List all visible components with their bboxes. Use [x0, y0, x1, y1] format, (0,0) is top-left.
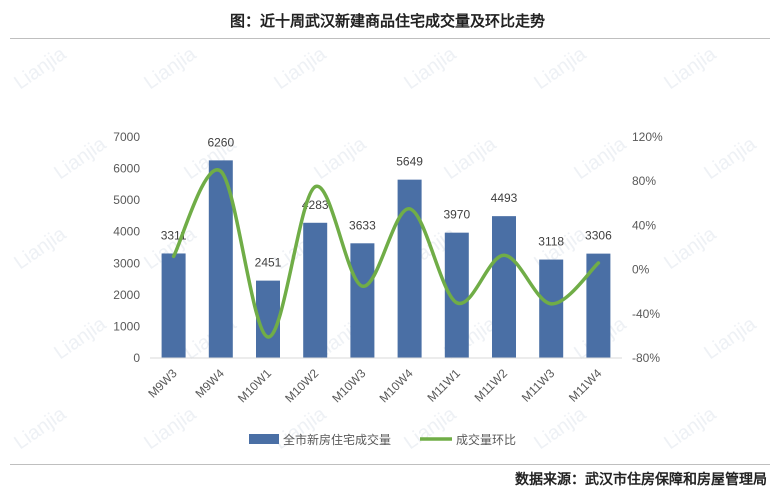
line-point-M10W2: [314, 186, 316, 188]
watermark-text: Lianjia: [400, 402, 461, 454]
x-tick-label: M11W4: [566, 366, 605, 405]
line-point-M11W2: [503, 254, 505, 256]
right-tick-label: 0%: [632, 263, 650, 277]
line-point-M11W1: [456, 302, 458, 304]
x-tick-label: M11W2: [472, 366, 511, 405]
right-tick-label: -40%: [632, 307, 660, 321]
bar-M10W2: [303, 222, 328, 358]
source-note: 数据来源：武汉市住房保障和房屋管理局: [515, 472, 767, 488]
line-point-M11W4: [597, 262, 599, 264]
left-tick-label: 5000: [113, 193, 140, 207]
legend: 全市新房住宅成交量 成交量环比: [249, 432, 516, 447]
watermark-text: Lianjia: [700, 132, 761, 184]
line-point-M10W1: [267, 336, 269, 338]
x-tick-label: M10W1: [235, 366, 274, 405]
bar-value-label: 3970: [443, 208, 470, 222]
watermark-text: Lianjia: [10, 402, 71, 454]
watermark-text: Lianjia: [10, 222, 71, 274]
left-tick-label: 0: [133, 351, 140, 365]
watermark-text: Lianjia: [440, 132, 501, 184]
right-tick-label: 80%: [632, 174, 656, 188]
x-tick-label: M10W2: [282, 366, 321, 405]
bar-value-label: 5649: [396, 155, 423, 169]
watermark-text: Lianjia: [50, 312, 111, 364]
right-tick-label: -80%: [632, 351, 660, 365]
line-series: [171, 168, 601, 339]
line-point-M9W3: [173, 255, 175, 257]
watermark-text: Lianjia: [400, 42, 461, 94]
bar-value-label: 3118: [538, 235, 564, 249]
watermark-text: Lianjia: [270, 42, 331, 94]
bar-M11W3: [539, 259, 564, 358]
watermark-text: Lianjia: [310, 132, 371, 184]
line-point-M10W4: [409, 208, 411, 210]
watermark-text: Lianjia: [140, 402, 201, 454]
line-point-M9W4: [220, 170, 222, 172]
bar-value-label: 3633: [349, 218, 376, 232]
watermark-text: Lianjia: [660, 42, 721, 94]
left-y-axis: 0 1000 2000 3000 4000 5000 6000 7000: [113, 130, 140, 365]
legend-bar-swatch: [249, 434, 279, 444]
bar-M11W2: [492, 216, 516, 358]
chart-title: 图：近十周武汉新建商品住宅成交量及环比走势: [229, 12, 545, 30]
bar-M11W4: [586, 253, 611, 358]
x-axis: M9W3 M9W4 M10W1 M10W2 M10W3 M10W4 M11W1 M11W2 M1…: [145, 357, 622, 405]
right-y-axis: -80% -40% 0% 40% 80% 120%: [632, 130, 663, 365]
right-tick-label: 120%: [632, 130, 663, 144]
left-tick-label: 4000: [113, 225, 140, 239]
watermark-text: Lianjia: [700, 312, 761, 364]
bar-M10W4: [397, 179, 422, 358]
watermark-text: Lianjia: [530, 402, 591, 454]
watermark-text: Lianjia: [570, 132, 631, 184]
legend-bar-label: 全市新房住宅成交量: [283, 432, 391, 447]
bar-value-label: 4493: [491, 191, 518, 205]
x-tick-label: M10W4: [377, 366, 416, 405]
bar-M10W3: [350, 243, 375, 358]
x-tick-label: M9W4: [193, 366, 228, 401]
watermark-text: Lianjia: [50, 132, 111, 184]
x-tick-label: M10W3: [329, 366, 368, 405]
bar-M9W3: [161, 253, 186, 358]
x-tick-label: M11W1: [424, 366, 463, 405]
legend-line-label: 成交量环比: [456, 432, 516, 447]
x-tick-label: M11W3: [519, 366, 558, 405]
watermark-text: Lianjia: [660, 402, 721, 454]
watermark-text: Lianjia: [660, 222, 721, 274]
watermark-text: Lianjia: [140, 42, 201, 94]
right-tick-label: 40%: [632, 218, 656, 232]
left-tick-label: 1000: [113, 319, 140, 333]
watermark-text: Lianjia: [530, 42, 591, 94]
title-divider: [10, 38, 770, 39]
source-divider: [10, 464, 770, 465]
line-point-M10W3: [361, 285, 363, 287]
bar-value-label: 3306: [585, 229, 612, 243]
watermark-text: Lianjia: [10, 42, 71, 94]
bar-value-label: 2451: [255, 256, 282, 270]
left-tick-label: 2000: [113, 288, 140, 302]
left-tick-label: 6000: [113, 162, 140, 176]
x-tick-label: M9W3: [145, 366, 180, 401]
left-tick-label: 3000: [113, 256, 140, 270]
left-tick-label: 7000: [113, 130, 140, 144]
line-point-M11W3: [550, 303, 552, 305]
bar-value-label: 6260: [207, 135, 234, 149]
